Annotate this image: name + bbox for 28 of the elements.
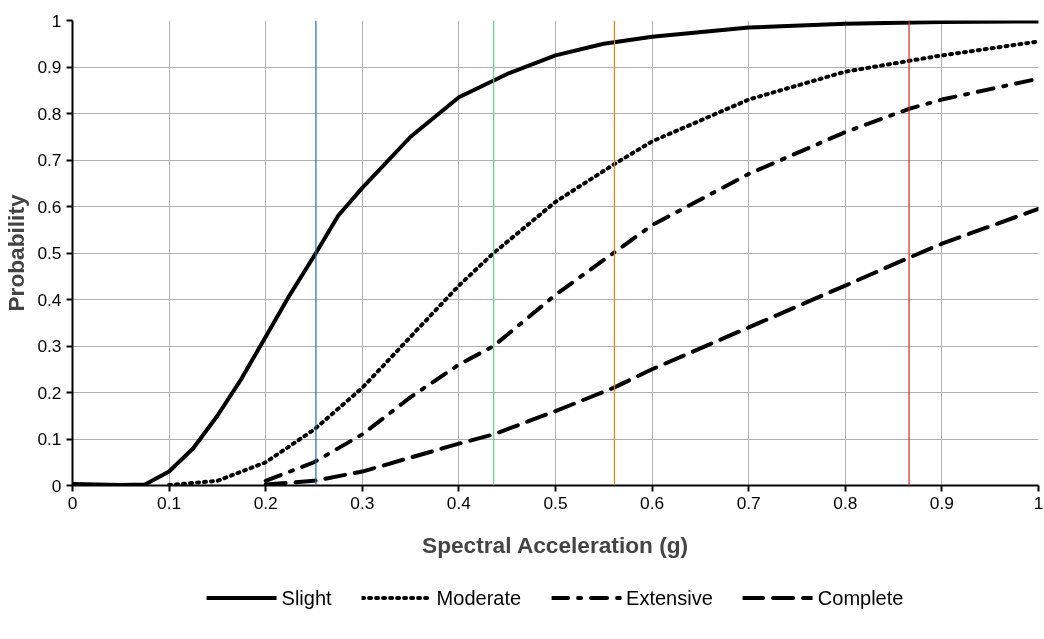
- y-tick-label: 0.8: [37, 103, 62, 124]
- x-tick-label: 0.7: [736, 492, 761, 513]
- y-tick-label: 1: [51, 10, 62, 31]
- y-tick-label: 0.6: [37, 196, 62, 217]
- x-tick-label: 0.1: [157, 492, 182, 513]
- x-tick-label: 0.3: [350, 492, 375, 513]
- y-tick-label: 0: [51, 475, 62, 496]
- y-tick-label: 0.1: [37, 429, 62, 449]
- x-tick-label: 1: [1033, 492, 1044, 513]
- legend-label: Extensive: [626, 586, 713, 609]
- x-tick-label: 0.6: [640, 492, 665, 513]
- y-tick-label: 0.4: [37, 289, 62, 310]
- x-axis-title: Spectral Acceleration (g): [422, 531, 689, 558]
- y-tick-label: 0.7: [37, 150, 62, 170]
- y-axis-title: Probability: [3, 194, 30, 312]
- y-tick-label: 0.5: [37, 243, 62, 263]
- y-tick-label: 0.2: [37, 382, 62, 403]
- legend-label: Moderate: [436, 586, 522, 609]
- legend-label: Complete: [817, 586, 904, 609]
- x-tick-label: 0.8: [833, 492, 858, 513]
- y-tick-label: 0.9: [37, 57, 62, 77]
- x-tick-label: 0: [67, 492, 78, 513]
- x-tick-label: 0.5: [543, 492, 568, 513]
- x-tick-label: 0.9: [929, 492, 954, 513]
- legend-label: Slight: [281, 586, 332, 609]
- x-tick-label: 0.2: [253, 492, 278, 513]
- y-tick-label: 0.3: [37, 336, 62, 356]
- x-tick-label: 0.4: [446, 492, 472, 513]
